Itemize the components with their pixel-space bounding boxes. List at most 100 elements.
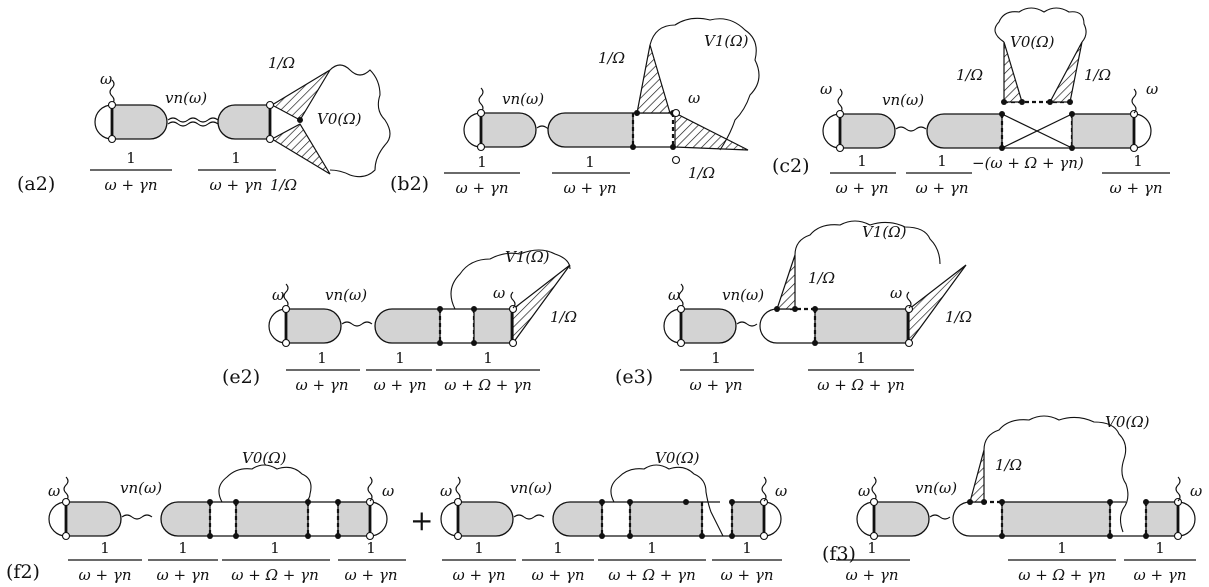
dot-vertex <box>305 533 311 539</box>
dot-vertex <box>437 306 443 312</box>
fraction-numerator: 1 <box>857 152 867 170</box>
fraction-numerator: 1 <box>711 349 721 367</box>
dot-vertex <box>670 144 676 150</box>
dot-vertex <box>999 145 1005 151</box>
photon-loop <box>794 220 941 265</box>
panel-label: (c2) <box>772 155 810 177</box>
dot-vertex <box>1143 499 1149 505</box>
inverse-omega-label: 1/Ω <box>550 308 577 326</box>
panel-e2: ω vn(ω) ω V1(Ω) 1/Ω (e2) 1 ω + γn 1 ω + … <box>222 248 577 394</box>
hatched-vertex <box>776 254 796 310</box>
interaction-line <box>167 117 219 123</box>
loop-line <box>369 501 388 537</box>
propagator-blob <box>926 113 1003 149</box>
propagator-blob <box>111 104 168 140</box>
loop-line <box>268 308 287 344</box>
interaction-line <box>341 321 373 327</box>
propagator-line <box>952 501 1002 537</box>
photon-line <box>1175 476 1181 502</box>
open-vertex <box>904 338 914 348</box>
open-vertex <box>107 100 117 110</box>
propagator-blob <box>1001 501 1111 537</box>
open-vertex <box>107 134 117 144</box>
panel-f3: ω vn(ω) ω V0(Ω) 1/Ω (f3) 1 <box>822 413 1202 584</box>
dot-vertex <box>1001 99 1007 105</box>
propagator-blob <box>547 112 634 148</box>
loop-line <box>463 112 482 148</box>
inverse-omega-label: 1/Ω <box>808 269 835 287</box>
fraction-denominator: ω + γn <box>157 566 210 584</box>
V-label: V1(Ω) <box>505 248 550 266</box>
mid-factor-label: −(ω + Ω + γn) <box>972 154 1084 172</box>
fraction-numerator: 1 <box>317 349 327 367</box>
fraction-numerator: 1 <box>270 539 280 557</box>
dot-vertex <box>729 499 735 505</box>
interaction-line <box>121 514 153 520</box>
open-vertex <box>508 304 518 314</box>
fraction-denominator: ω + Ω + γn <box>444 376 532 394</box>
propagator-blob <box>457 501 514 537</box>
photon-loop <box>649 17 760 151</box>
panel-label: (b2) <box>390 173 429 195</box>
fraction-denominator: ω + γn <box>1134 566 1187 584</box>
omega-label: ω <box>440 482 452 500</box>
fraction-denominator: ω + γn <box>1110 179 1163 197</box>
propagator-blob <box>552 501 603 537</box>
panel-c2: ω vn(ω) ω V0(Ω) 1/Ω 1/Ω (c <box>772 7 1170 197</box>
fraction-numerator: 1 <box>126 149 136 167</box>
photon-line <box>1131 88 1137 114</box>
fraction-numerator: 1 <box>231 149 241 167</box>
dot-vertex <box>1143 533 1149 539</box>
photon-line <box>63 476 69 502</box>
propagator-blob <box>680 308 737 344</box>
fraction-denominator: ω + Ω + γn <box>817 376 905 394</box>
open-vertex <box>1173 497 1183 507</box>
propagator-blob <box>65 501 122 537</box>
photon-line <box>678 283 684 309</box>
dot-vertex <box>1067 99 1073 105</box>
dot-vertex <box>699 533 705 539</box>
dot-vertex <box>437 340 443 346</box>
propagator-blob <box>285 308 342 344</box>
dot-vertex <box>1069 145 1075 151</box>
omega-label: ω <box>272 286 284 304</box>
fraction-numerator: 1 <box>100 539 110 557</box>
open-vertex <box>759 531 769 541</box>
dot-vertex <box>634 110 640 116</box>
propagator-blob <box>374 308 441 344</box>
panel-a2: ω vn(ω) 1/Ω 1/Ω V0(Ω) (a2) 1 ω + γn 1 ω … <box>17 54 391 195</box>
photon-line <box>283 283 289 309</box>
hatched-vertex <box>1049 41 1083 103</box>
open-vertex <box>281 338 291 348</box>
propagator-blob <box>873 501 930 537</box>
hatched-vertex <box>908 264 967 345</box>
fraction-denominator: ω + γn <box>532 566 585 584</box>
vertex-function-label: vn(ω) <box>510 479 552 497</box>
open-vertex <box>676 338 686 348</box>
V-label: V0(Ω) <box>1105 413 1150 431</box>
inverse-omega-label: 1/Ω <box>945 308 972 326</box>
V-label: V1(Ω) <box>862 223 907 241</box>
open-vertex <box>453 531 463 541</box>
inverse-omega-label: 1/Ω <box>688 164 715 182</box>
photon-loop <box>610 464 724 537</box>
dot-vertex <box>297 117 303 123</box>
open-vertex <box>1173 531 1183 541</box>
interaction-line <box>895 126 927 132</box>
dot-vertex <box>729 533 735 539</box>
dot-vertex <box>812 306 818 312</box>
fraction-numerator: 1 <box>937 152 947 170</box>
dot-vertex <box>981 499 987 505</box>
fraction-denominator: ω + γn <box>210 176 263 194</box>
fraction-denominator: ω + Ω + γn <box>1018 566 1106 584</box>
open-vertex <box>759 497 769 507</box>
panel-f2: ω vn(ω) ω V0(Ω) (f2) 1 <box>6 449 787 584</box>
loop-line <box>440 501 459 537</box>
photon-line <box>367 476 373 502</box>
loop-line <box>1177 501 1196 537</box>
hatched-vertex <box>1003 41 1023 103</box>
inverse-omega-label: 1/Ω <box>1084 66 1111 84</box>
dot-vertex <box>471 306 477 312</box>
V-label: V0(Ω) <box>317 110 362 128</box>
loop-line <box>856 501 875 537</box>
